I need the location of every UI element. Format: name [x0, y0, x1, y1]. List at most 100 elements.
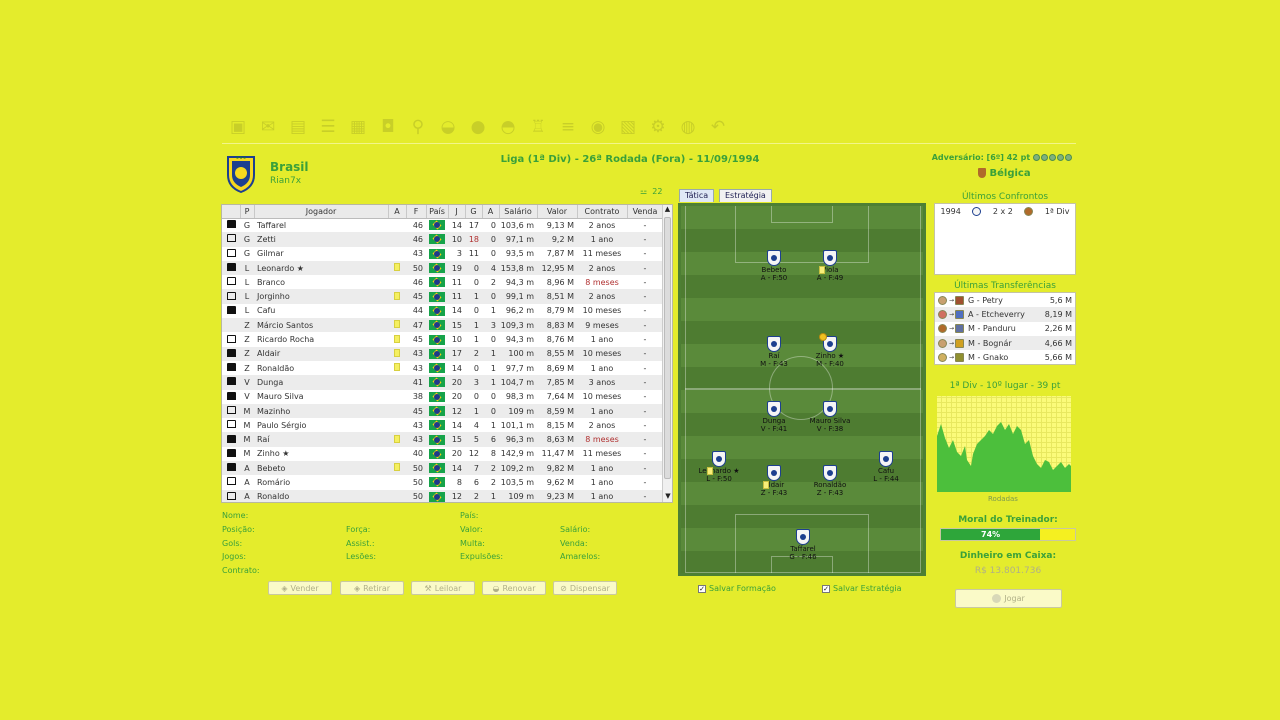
table-row[interactable]: Z Aldair 43 17 2 1 100 m 8,55 M 10 meses -	[222, 346, 663, 361]
column-header[interactable]: Jogador	[254, 205, 389, 219]
globe-icon[interactable]: ◍	[680, 117, 696, 137]
pitch-player-cafu[interactable]: Cafu L - F:44	[856, 451, 916, 483]
table-scrollbar[interactable]: ▲ ▼	[662, 205, 672, 502]
from-club-icon	[938, 338, 947, 348]
scroll-down-icon[interactable]: ▼	[665, 492, 671, 500]
mail-icon[interactable]: ✉	[260, 117, 276, 137]
opponent-info: Adversário: [6º] 42 pt	[900, 153, 1072, 162]
cap-icon[interactable]: ◓	[500, 117, 516, 137]
pitch-player-rai[interactable]: Raí M - F:43	[744, 336, 804, 368]
retirar-button[interactable]: ◈ Retirar	[340, 581, 404, 595]
handshake-icon[interactable]: ◒	[440, 117, 456, 137]
opponent-name-wrap: Bélgica	[978, 168, 1031, 179]
scroll-up-icon[interactable]: ▲	[664, 205, 671, 213]
list-icon[interactable]: ☰	[320, 117, 336, 137]
table-row[interactable]: L Branco 46 11 0 2 94,3 m 8,96 M 8 meses -	[222, 275, 663, 289]
cell-force: 50	[406, 260, 426, 276]
brazil-flag-icon	[429, 448, 445, 459]
ball-icon[interactable]: ●	[470, 117, 486, 137]
save-icon[interactable]: ▣	[229, 117, 247, 137]
column-header[interactable]: Venda	[627, 205, 664, 219]
pitch-player-viola[interactable]: Viola A - F:49	[800, 250, 860, 282]
boxes-icon[interactable]: ▦	[349, 117, 367, 137]
bars-icon[interactable]: ≡	[560, 117, 576, 137]
column-header[interactable]: Salário	[499, 205, 538, 219]
cell-assists: 2	[482, 461, 499, 476]
scroll-thumb[interactable]	[664, 217, 671, 479]
trophy-icon[interactable]: ♖	[530, 117, 546, 137]
magnifier-icon[interactable]: ⚲	[411, 117, 425, 137]
pitch-player-aldair[interactable]: Aldair Z - F:43	[744, 465, 804, 497]
pitch-player-ronaldao[interactable]: Ronaldão Z - F:43	[800, 465, 860, 497]
tactics-pitch[interactable]: Bebeto A - F:50 Viola A - F:49 Raí M - F:43…	[678, 203, 926, 576]
shirt-icon	[226, 377, 236, 386]
table-row[interactable]: G Taffarel 46 14 17 0 103,6 m 9,13 M 2 anos -	[222, 218, 663, 232]
transfer-player: M - Bognár	[968, 338, 1012, 348]
pitch-player-mauro-silva[interactable]: Mauro Silva V - F:38	[800, 401, 860, 433]
undo-icon[interactable]: ↶	[710, 117, 726, 137]
cell-contract: 3 anos	[577, 375, 627, 390]
table-row[interactable]: A Romário 50 8 6 2 103,5 m 9,62 M 1 ano -	[222, 475, 663, 489]
column-header[interactable]: A	[388, 205, 407, 219]
calendar-icon[interactable]: ▤	[289, 117, 307, 137]
notes-icon[interactable]: ▧	[619, 117, 637, 137]
tab-estrategia[interactable]: Estratégia	[719, 189, 772, 202]
save-formation-checkbox[interactable]: ✓ Salvar Formação	[698, 584, 776, 593]
column-header[interactable]: Valor	[537, 205, 578, 219]
cell-force: 45	[406, 289, 426, 304]
play-button[interactable]: Jogar	[955, 589, 1062, 608]
table-row[interactable]: M Zinho ★ 40 20 12 8 142,9 m 11,47 M 11 meses -	[222, 447, 663, 461]
table-row[interactable]: Z Ronaldão 43 14 0 1 97,7 m 8,69 M 1 ano -	[222, 361, 663, 375]
column-header[interactable]: G	[465, 205, 483, 219]
pitch-player-bebeto[interactable]: Bebeto A - F:50	[744, 250, 804, 282]
cell-goals: 17	[468, 220, 479, 230]
column-header[interactable]: F	[406, 205, 427, 219]
belgium-crest-icon	[1023, 206, 1033, 216]
column-header[interactable]: J	[448, 205, 466, 219]
cell-shirt	[222, 418, 240, 432]
dispensar-button[interactable]: ⊘ Dispensar	[553, 581, 617, 595]
cell-position: M	[243, 420, 251, 430]
column-header[interactable]: Contrato	[577, 205, 628, 219]
cell-country	[426, 461, 448, 476]
renovar-button[interactable]: ◒ Renovar	[482, 581, 546, 595]
column-header[interactable]: País	[426, 205, 449, 219]
pitch-player-taffarel[interactable]: Taffarel G - F:46	[773, 529, 833, 561]
arrow-right-icon: →	[949, 339, 955, 347]
tab-tatica[interactable]: Tática	[679, 189, 715, 202]
column-header[interactable]: A	[482, 205, 500, 219]
save-strategy-checkbox[interactable]: ✓ Salvar Estratégia	[822, 584, 901, 593]
shirt-icon[interactable]: ◘	[381, 117, 395, 137]
cell-force: 46	[406, 232, 426, 247]
gear-icon[interactable]: ⚙	[650, 117, 666, 137]
pitch-player-zinho[interactable]: Zinho ★ M - F:40	[800, 336, 860, 368]
cell-position: L	[240, 289, 254, 304]
cell-goals: 0	[473, 306, 479, 316]
table-row[interactable]: V Mauro Silva 38 20 0 0 98,3 m 7,64 M 10 meses -	[222, 390, 663, 404]
cell-assists: 0	[490, 249, 496, 259]
player-position: M - F:43	[760, 360, 788, 368]
table-row[interactable]: G Gilmar 43 3 11 0 93,5 m 7,87 M 11 meses -	[222, 247, 663, 261]
vender-button[interactable]: ◈ Vender	[268, 581, 332, 595]
table-row[interactable]: L Cafu 44 14 0 1 96,2 m 8,79 M 10 meses -	[222, 304, 663, 318]
pitch-player-leonardo[interactable]: Leonardo ★ L - F:50	[689, 451, 749, 483]
cell-country	[426, 304, 448, 318]
cell-card	[388, 375, 406, 390]
player-name: Raí	[768, 352, 780, 360]
person-icon[interactable]: ◉	[590, 117, 606, 137]
column-header[interactable]	[222, 205, 241, 219]
pitch-player-dunga[interactable]: Dunga V - F:41	[744, 401, 804, 433]
leiloar-button[interactable]: ⚒ Leiloar	[411, 581, 475, 595]
table-row[interactable]: M Paulo Sérgio 43 14 4 1 101,1 m 8,15 M 2 anos -	[222, 418, 663, 432]
column-header[interactable]: P	[240, 205, 255, 219]
